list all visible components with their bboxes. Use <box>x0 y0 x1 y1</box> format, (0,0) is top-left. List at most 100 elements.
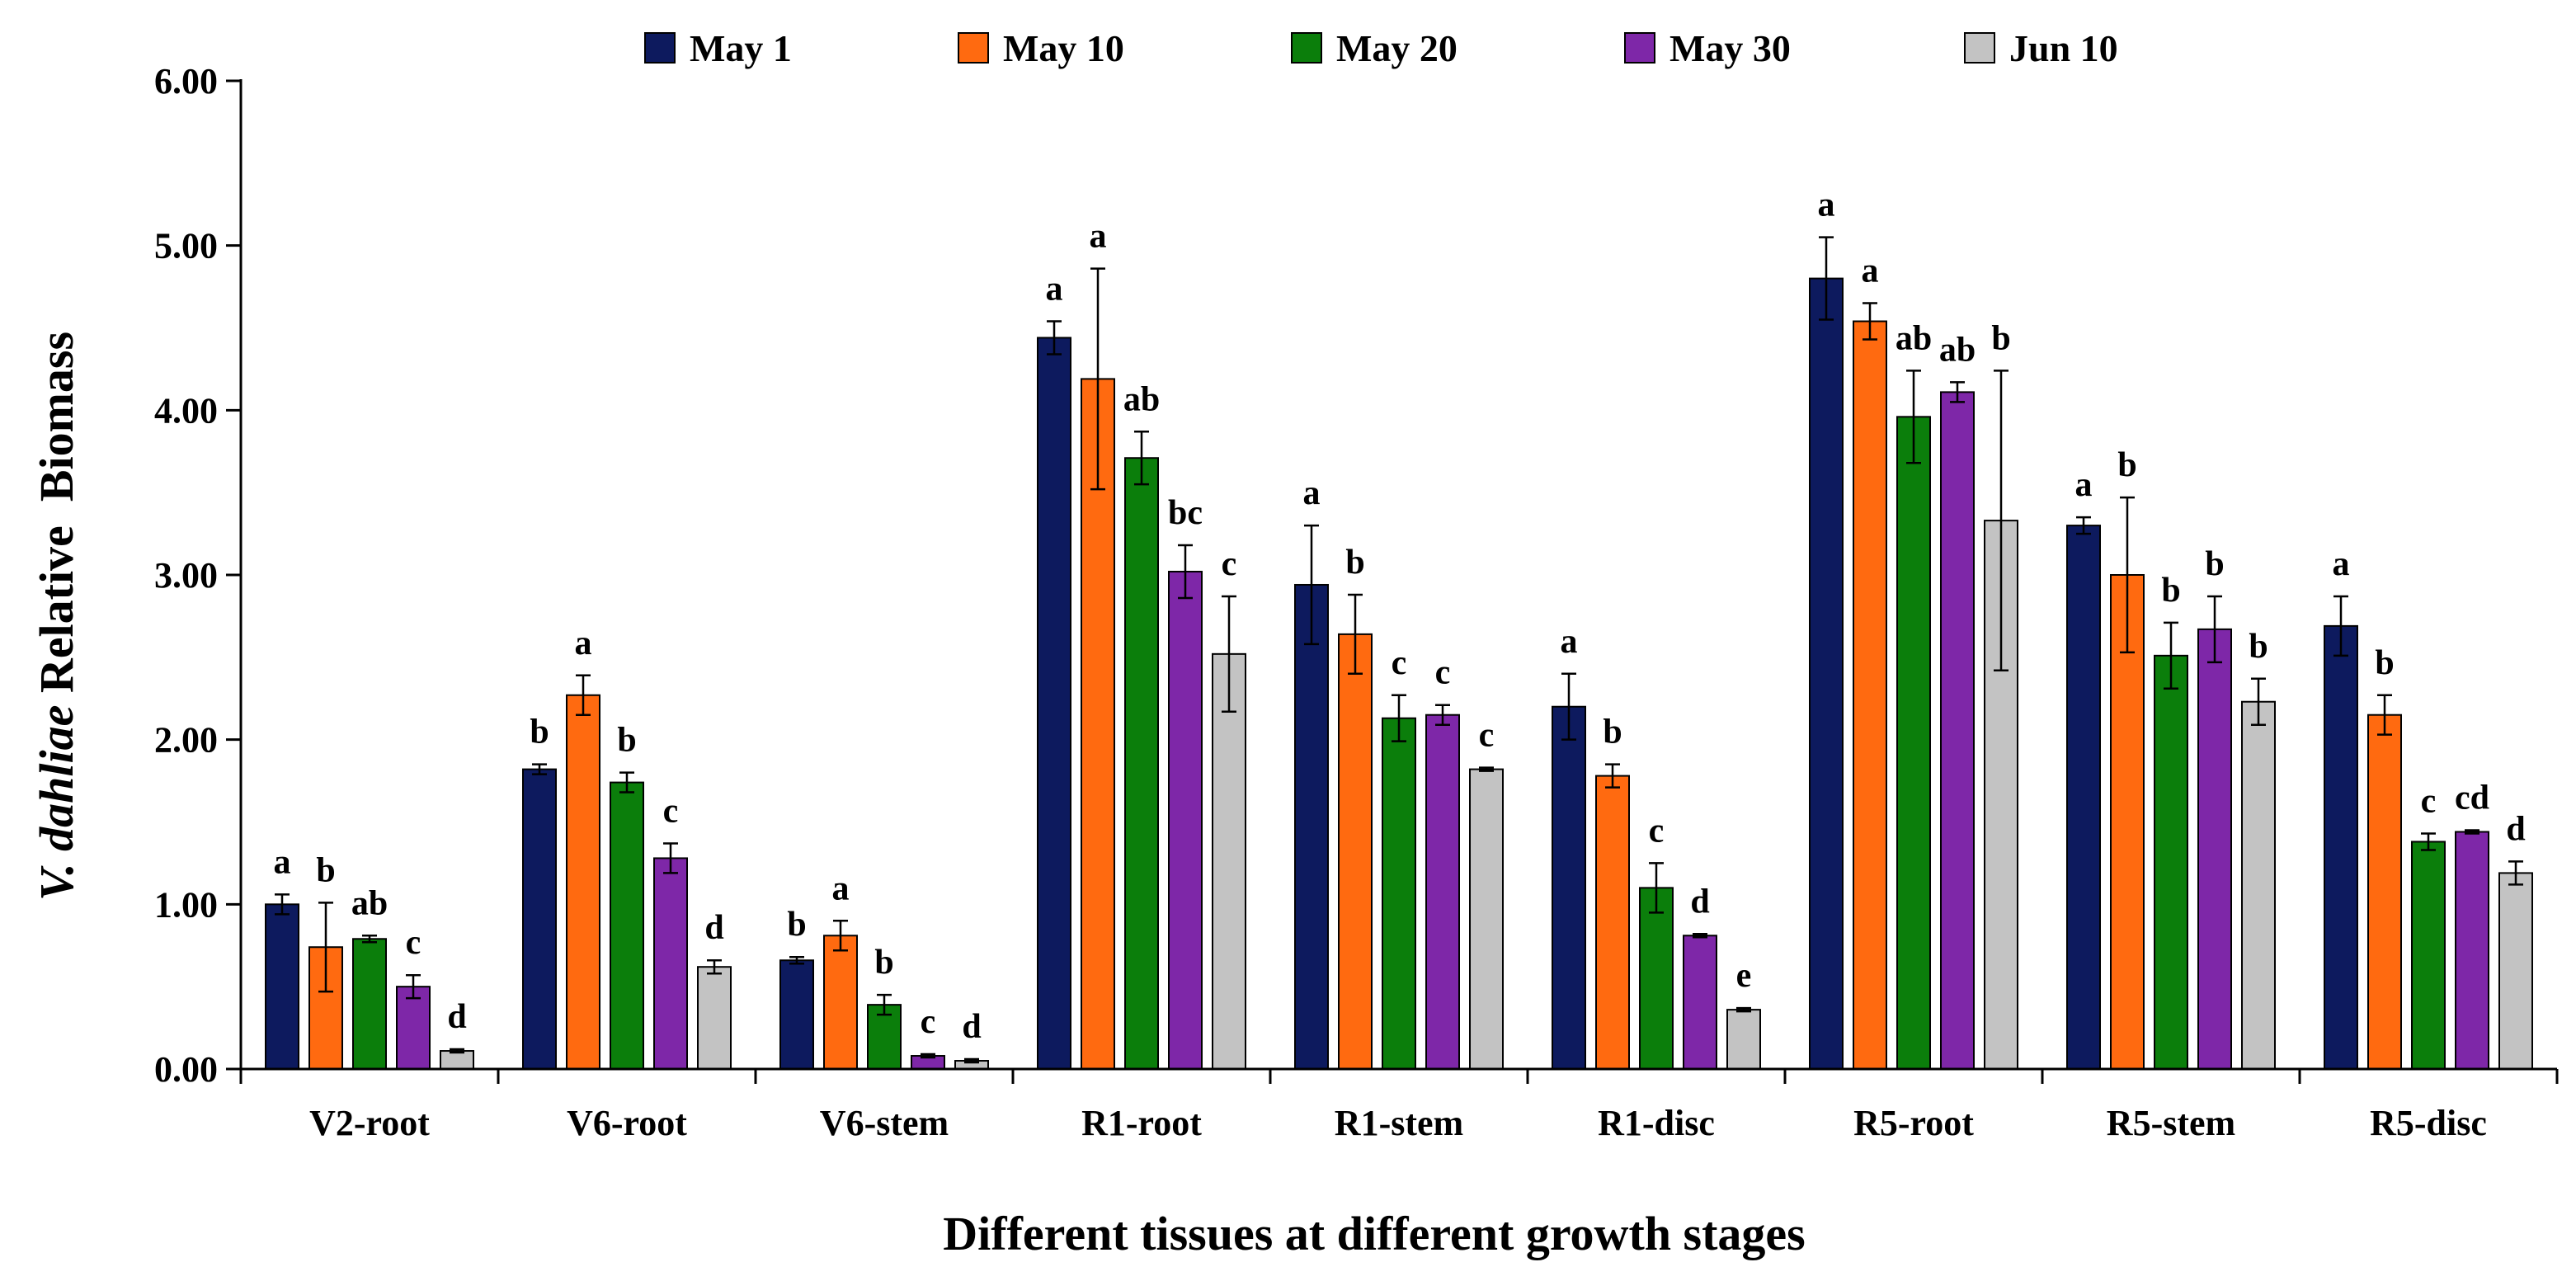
significance-label: b <box>530 713 549 751</box>
legend-label: Jun 10 <box>2009 27 2118 69</box>
significance-label: c <box>1392 644 1407 682</box>
bar <box>1294 583 1329 1070</box>
bar <box>1469 768 1504 1071</box>
significance-label: b <box>1345 544 1364 582</box>
significance-label: b <box>1603 713 1622 751</box>
bar <box>1382 717 1416 1071</box>
bar <box>2154 654 2188 1070</box>
bar <box>1853 320 1887 1071</box>
y-tick-label: 4.00 <box>154 390 218 431</box>
bar <box>352 938 387 1070</box>
significance-label: c <box>1479 717 1495 755</box>
significance-label: b <box>787 906 806 944</box>
x-tick-label: V2-root <box>309 1103 430 1143</box>
x-tick-label: R1-disc <box>1598 1103 1715 1143</box>
significance-label: b <box>2375 644 2394 682</box>
bar <box>2066 525 2101 1070</box>
bar <box>1639 887 1674 1071</box>
significance-label: b <box>2161 572 2180 610</box>
x-tick-label: R5-stem <box>2107 1103 2235 1143</box>
bar <box>2324 624 2358 1070</box>
significance-label: c <box>663 792 679 830</box>
bar <box>653 857 688 1070</box>
legend-swatch <box>1964 32 1995 64</box>
significance-label: d <box>2506 810 2525 848</box>
significance-label: b <box>316 851 335 889</box>
significance-label: d <box>1690 883 1709 921</box>
bar <box>1683 935 1717 1071</box>
bar <box>1595 775 1630 1070</box>
error-bars <box>275 236 2523 1064</box>
significance-label: c <box>2421 782 2437 820</box>
y-axis-title-rest: Relative Biomass <box>30 332 83 705</box>
x-tick-label: R5-root <box>1853 1103 1974 1143</box>
bar <box>440 1050 474 1070</box>
y-tick-label: 0.00 <box>154 1049 218 1090</box>
bar <box>2498 872 2533 1070</box>
bar <box>1552 705 1586 1070</box>
bar <box>265 903 299 1071</box>
legend-swatch <box>644 32 676 64</box>
bar <box>1124 457 1159 1070</box>
bar <box>779 959 814 1070</box>
significance-label: a <box>1046 271 1063 308</box>
y-tick-label: 3.00 <box>154 555 218 596</box>
legend-swatch <box>1291 32 1322 64</box>
significance-label: a <box>1862 252 1879 290</box>
y-axis-title-italic: V. dahliae <box>30 705 83 901</box>
significance-label: a <box>1090 218 1107 256</box>
bar <box>2241 700 2276 1070</box>
significance-label: d <box>704 909 723 947</box>
bar <box>1168 571 1203 1070</box>
legend-label: May 20 <box>1336 27 1458 69</box>
significance-label: a <box>2075 466 2093 504</box>
legend-label: May 1 <box>690 27 792 69</box>
significance-label: b <box>2249 628 2268 666</box>
y-tick-label: 2.00 <box>154 720 218 761</box>
x-tick-label: R1-stem <box>1335 1103 1463 1143</box>
legend-label: May 10 <box>1003 27 1124 69</box>
bar <box>823 935 858 1071</box>
bar <box>2367 713 2402 1070</box>
significance-label: a <box>1303 474 1321 512</box>
significance-label: c <box>1435 654 1451 692</box>
x-axis-title: Different tissues at different growth st… <box>943 1207 1805 1260</box>
bar <box>1809 277 1844 1071</box>
bar <box>1338 633 1373 1070</box>
significance-label: b <box>874 944 893 982</box>
significance-label: a <box>1561 623 1578 661</box>
significance-label: a <box>274 843 291 881</box>
significance-label: ab <box>351 884 388 922</box>
bar <box>697 966 732 1070</box>
bar <box>522 768 557 1071</box>
bar <box>610 781 644 1071</box>
significance-label: a <box>2333 545 2350 583</box>
y-tick-label: 1.00 <box>154 884 218 925</box>
axes <box>239 79 2557 1071</box>
bar <box>1081 378 1115 1070</box>
y-tick-label: 5.00 <box>154 226 218 266</box>
bar <box>1726 1009 1761 1070</box>
x-tick-label: R5-disc <box>2370 1103 2487 1143</box>
x-tick-label: R1-root <box>1081 1103 1202 1143</box>
bars <box>265 277 2533 1071</box>
bar <box>2411 841 2446 1071</box>
bar <box>1940 391 1975 1070</box>
legend-swatch <box>958 32 989 64</box>
x-tick-label: V6-root <box>567 1103 687 1143</box>
bar <box>1896 416 1931 1070</box>
significance-label: c <box>1649 812 1665 850</box>
significance-label: a <box>575 624 592 662</box>
significance-label: ab <box>1123 380 1160 418</box>
significance-label: bc <box>1168 494 1203 532</box>
bar <box>566 694 600 1070</box>
y-axis-title: V. dahliae Relative Biomass <box>30 332 83 901</box>
significance-label: c <box>406 924 421 962</box>
significance-label: d <box>447 998 466 1036</box>
bar <box>1425 713 1460 1070</box>
significance-label: b <box>617 722 636 760</box>
significance-label: c <box>1222 545 1237 583</box>
y-axis-ticks: 0.00 1.00 2.00 3.00 4.00 5.00 6.00 <box>154 61 241 1090</box>
bar <box>1037 337 1071 1071</box>
